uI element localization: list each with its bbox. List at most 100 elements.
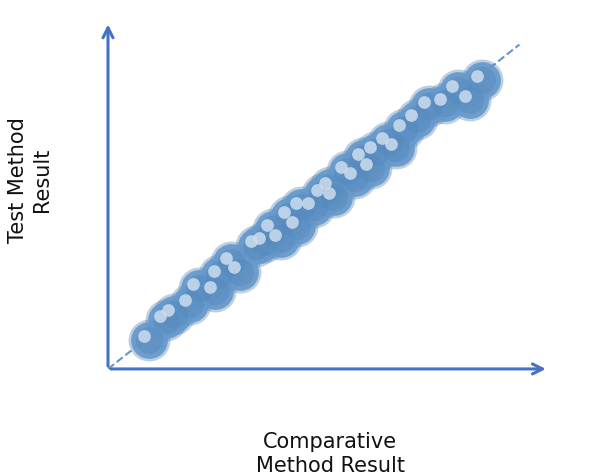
- Point: [391, 145, 401, 152]
- Point: [296, 203, 306, 210]
- Point: [221, 254, 231, 262]
- Point: [325, 184, 335, 191]
- Point: [361, 160, 371, 167]
- Point: [367, 164, 376, 172]
- Point: [367, 164, 376, 172]
- Point: [465, 96, 475, 104]
- Point: [210, 287, 220, 295]
- Point: [358, 154, 368, 162]
- Point: [227, 258, 236, 266]
- Point: [235, 268, 244, 275]
- Point: [320, 179, 329, 187]
- Point: [291, 199, 301, 206]
- Point: [342, 167, 352, 175]
- Point: [329, 193, 339, 201]
- Point: [161, 316, 170, 324]
- Point: [180, 296, 190, 304]
- Point: [268, 226, 277, 233]
- Point: [465, 96, 475, 104]
- Point: [412, 115, 421, 123]
- Point: [358, 154, 368, 162]
- Point: [194, 284, 203, 292]
- Point: [185, 300, 195, 308]
- Text: Comparative
Method Result: Comparative Method Result: [256, 432, 404, 473]
- Point: [317, 190, 327, 198]
- Point: [478, 77, 487, 84]
- Point: [292, 222, 302, 230]
- Point: [383, 138, 392, 146]
- Point: [155, 312, 165, 320]
- Point: [268, 226, 277, 233]
- Point: [287, 218, 297, 226]
- Point: [342, 167, 352, 175]
- Point: [383, 138, 392, 146]
- Point: [268, 226, 277, 233]
- Point: [424, 103, 434, 110]
- Point: [230, 263, 239, 271]
- Point: [465, 96, 475, 104]
- Point: [435, 95, 445, 103]
- Point: [214, 271, 224, 279]
- Point: [296, 203, 306, 210]
- Point: [169, 310, 179, 317]
- Point: [145, 336, 154, 343]
- Point: [317, 190, 327, 198]
- Point: [367, 164, 376, 172]
- Point: [185, 300, 195, 308]
- Point: [400, 125, 409, 133]
- Point: [227, 258, 236, 266]
- Point: [391, 145, 401, 152]
- Point: [260, 239, 269, 246]
- Point: [292, 222, 302, 230]
- Point: [194, 284, 203, 292]
- Point: [279, 209, 289, 216]
- Point: [353, 150, 362, 158]
- Point: [214, 271, 224, 279]
- Point: [419, 98, 428, 106]
- Point: [284, 213, 294, 220]
- Point: [194, 284, 203, 292]
- Point: [210, 287, 220, 295]
- Point: [350, 174, 359, 181]
- Point: [453, 86, 463, 94]
- Point: [365, 144, 375, 151]
- Point: [440, 99, 450, 107]
- Point: [235, 268, 244, 275]
- Point: [440, 99, 450, 107]
- Point: [472, 72, 482, 80]
- Point: [254, 235, 264, 242]
- Point: [371, 148, 380, 156]
- Point: [276, 236, 286, 243]
- Text: Test Method
Result: Test Method Result: [8, 117, 52, 243]
- Point: [251, 242, 261, 249]
- Point: [296, 203, 306, 210]
- Point: [251, 242, 261, 249]
- Point: [169, 310, 179, 317]
- Point: [214, 271, 224, 279]
- Point: [412, 115, 421, 123]
- Point: [371, 148, 380, 156]
- Point: [325, 184, 335, 191]
- Point: [337, 163, 346, 171]
- Point: [276, 236, 286, 243]
- Point: [185, 300, 195, 308]
- Point: [478, 77, 487, 84]
- Point: [251, 242, 261, 249]
- Point: [317, 190, 327, 198]
- Point: [309, 203, 319, 210]
- Point: [271, 231, 280, 239]
- Point: [304, 199, 313, 206]
- Point: [391, 145, 401, 152]
- Point: [424, 103, 434, 110]
- Point: [412, 115, 421, 123]
- Point: [424, 103, 434, 110]
- Point: [460, 92, 470, 99]
- Point: [139, 332, 149, 339]
- Point: [246, 238, 256, 245]
- Point: [329, 193, 339, 201]
- Point: [453, 86, 463, 94]
- Point: [371, 148, 380, 156]
- Point: [161, 316, 170, 324]
- Point: [262, 221, 272, 229]
- Point: [342, 167, 352, 175]
